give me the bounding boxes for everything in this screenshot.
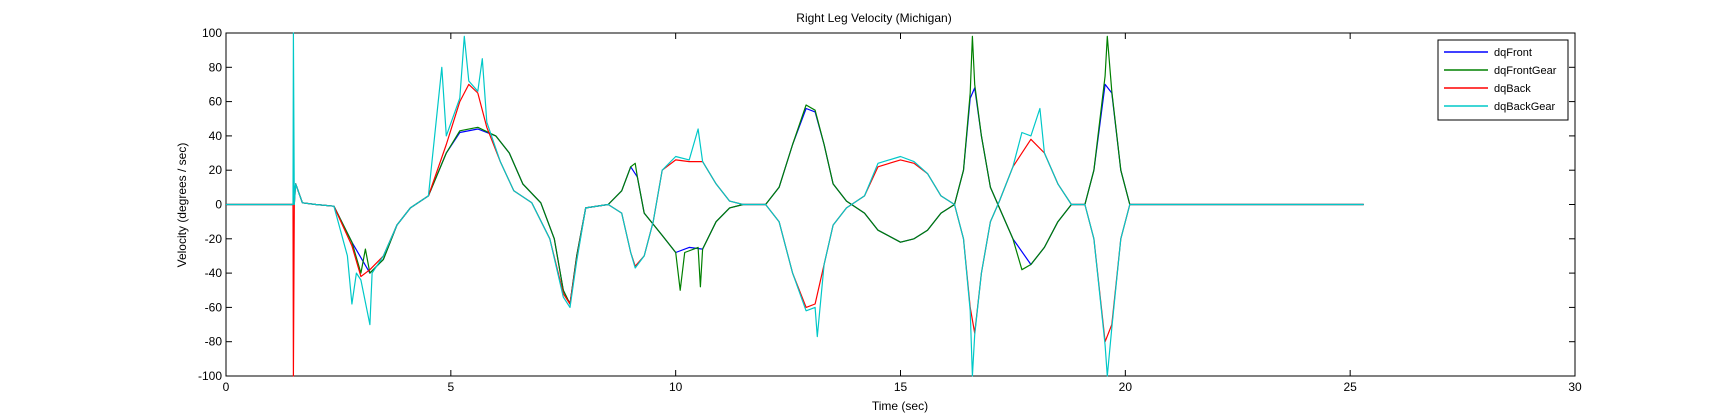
y-tick-label: 20 bbox=[209, 163, 223, 177]
legend: dqFront dqFrontGear dqBack dqBackGear bbox=[1437, 39, 1569, 121]
plot-area: 0 5 10 15 20 25 30 -100 -80 -60 -40 -20 0 20 40 60 80 10… bbox=[198, 26, 1582, 394]
x-tick-label: 15 bbox=[894, 380, 908, 394]
legend-label-dqfront: dqFront bbox=[1494, 47, 1532, 59]
y-tick-label: 0 bbox=[215, 198, 222, 212]
x-tick-label: 5 bbox=[447, 380, 454, 394]
legend-label-dqfrontgear: dqFrontGear bbox=[1494, 65, 1557, 77]
chart-title: Right Leg Velocity (Michigan) bbox=[796, 11, 951, 25]
y-tick-label: -100 bbox=[198, 369, 222, 383]
y-tick-label: -40 bbox=[205, 266, 223, 280]
x-axis-ticks: 0 5 10 15 20 25 30 bbox=[223, 33, 1582, 394]
y-tick-label: 60 bbox=[209, 95, 223, 109]
x-axis-label: Time (sec) bbox=[872, 399, 928, 413]
series-layer bbox=[226, 32, 1364, 377]
y-tick-label: -80 bbox=[205, 335, 223, 349]
y-tick-label: -20 bbox=[205, 232, 223, 246]
axes-box bbox=[225, 32, 1576, 377]
x-tick-label: 30 bbox=[1568, 380, 1582, 394]
y-tick-label: -60 bbox=[205, 300, 223, 314]
y-tick-label: 100 bbox=[202, 26, 222, 40]
x-tick-label: 25 bbox=[1343, 380, 1357, 394]
y-tick-label: 40 bbox=[209, 129, 223, 143]
series-line-dqbackgear bbox=[226, 32, 1364, 377]
y-axis-label: Velocity (degrees / sec) bbox=[175, 143, 189, 268]
x-tick-label: 10 bbox=[669, 380, 683, 394]
x-tick-label: 20 bbox=[1119, 380, 1133, 394]
y-tick-label: 80 bbox=[209, 60, 223, 74]
legend-label-dqbackgear: dqBackGear bbox=[1494, 101, 1555, 113]
legend-label-dqback: dqBack bbox=[1494, 83, 1531, 95]
x-tick-label: 0 bbox=[223, 380, 230, 394]
y-axis-ticks: -100 -80 -60 -40 -20 0 20 40 60 80 100 bbox=[198, 26, 1575, 383]
